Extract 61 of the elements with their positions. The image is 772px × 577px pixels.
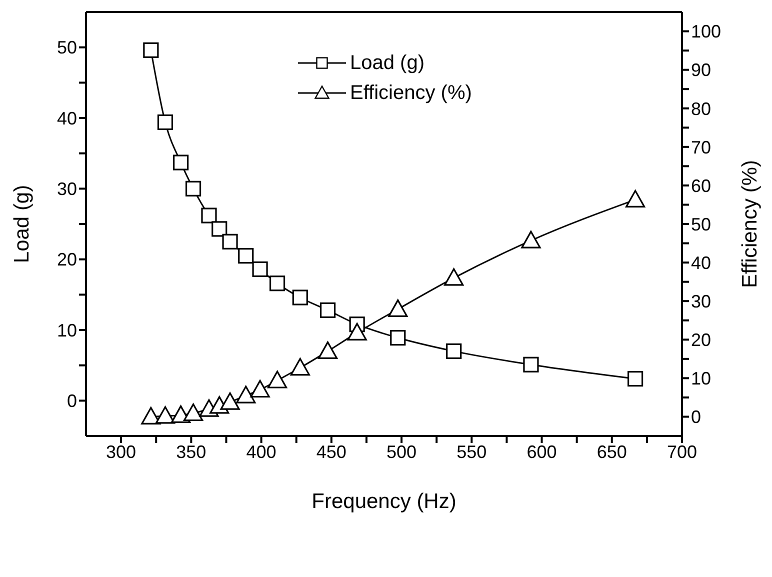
y-tick-label: 30	[56, 179, 77, 200]
y2-tick-label: 70	[691, 137, 712, 158]
point	[236, 386, 256, 404]
point	[267, 370, 288, 388]
y2-axis-title: Efficiency (%)	[738, 160, 762, 288]
point	[388, 299, 408, 317]
point	[269, 276, 286, 292]
point	[185, 180, 202, 196]
point	[143, 42, 159, 58]
y2-tick-label: 30	[691, 291, 712, 312]
point	[183, 403, 204, 422]
point	[238, 248, 254, 264]
point	[446, 343, 462, 359]
y2-tick-label: 50	[691, 214, 712, 234]
y2-tick-label: 0	[691, 407, 702, 428]
point	[390, 330, 406, 346]
point	[444, 268, 464, 286]
point	[347, 322, 367, 340]
y2-tick-label: 10	[691, 368, 712, 389]
point	[220, 392, 240, 410]
y-tick-label: 20	[56, 250, 77, 270]
legend-label: Load (g)	[350, 51, 424, 76]
y-tick-label: 40	[56, 108, 77, 128]
x-tick-label: 600	[526, 442, 557, 462]
point	[320, 302, 336, 318]
point	[173, 154, 189, 170]
point	[628, 370, 644, 387]
point	[155, 406, 176, 424]
x-tick-label: 650	[596, 442, 627, 462]
y2-tick-label: 40	[691, 252, 712, 273]
point	[292, 290, 308, 306]
x-tick-label: 500	[386, 442, 417, 462]
point	[222, 234, 238, 250]
y-tick-label: 10	[56, 320, 77, 340]
point	[250, 380, 270, 398]
x-tick-label: 550	[456, 442, 487, 462]
x-tick-label: 350	[176, 442, 206, 462]
x-tick-label: 400	[246, 442, 276, 462]
x-tick-label: 700	[666, 442, 698, 462]
point	[318, 341, 338, 359]
y2-tick-label: 80	[691, 98, 712, 119]
point	[626, 190, 646, 208]
point	[157, 114, 174, 130]
y-tick-label: 50	[56, 38, 77, 58]
x-axis-title: Frequency (Hz)	[312, 490, 456, 513]
y-axis-title: Load (g)	[10, 184, 34, 264]
point	[523, 356, 539, 372]
y2-tick-label: 20	[691, 330, 712, 350]
point	[201, 208, 217, 224]
y2-tick-label: 60	[691, 176, 712, 196]
y-tick-label: 0	[66, 391, 77, 412]
legend-label: Efficiency (%)	[350, 81, 472, 106]
y2-tick-label: 90	[691, 60, 712, 80]
point	[212, 221, 228, 237]
point	[521, 230, 541, 248]
point	[141, 406, 161, 425]
point	[252, 261, 268, 278]
y2-tick-label: 100	[691, 22, 722, 42]
x-tick-label: 450	[316, 442, 346, 462]
x-tick-label: 300	[106, 442, 136, 462]
point	[290, 358, 310, 376]
